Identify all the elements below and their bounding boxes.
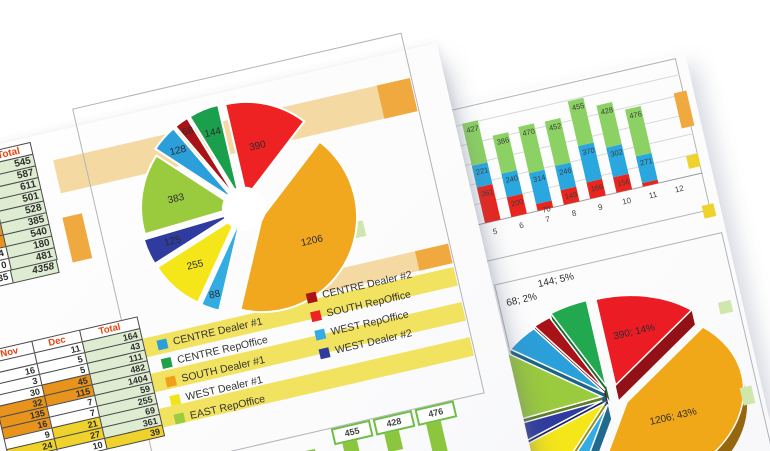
bar-segment-blue — [471, 162, 493, 188]
bar-value-label: 455 — [571, 101, 585, 113]
bar-segment-blue — [501, 170, 523, 198]
x-axis-label: 11 — [648, 190, 659, 201]
bar-value-label: 156 — [616, 177, 630, 189]
bar-value-label: 361 — [480, 187, 494, 199]
pie-data-label: 144 — [203, 126, 222, 141]
pie-slice-1206 — [239, 140, 359, 314]
pie3d-slice-68 — [533, 316, 606, 391]
bar-value-label: 452 — [548, 121, 562, 133]
edge-color-tick — [701, 203, 717, 219]
x-axis-label: 10 — [621, 196, 632, 207]
pie-data-label: 390 — [248, 139, 267, 154]
x-axis-label: 5 — [492, 227, 499, 237]
pie3d-side — [615, 309, 695, 400]
pie-data-label: 1206 — [300, 233, 325, 249]
bar-segment-blue — [606, 144, 629, 178]
nov-dec-total-table: Nov Dec Total 11 164 16 5 43 3 5 111 30 45 482 32 115 14… — [0, 316, 166, 451]
pie3d-slice-390 — [594, 294, 693, 387]
x-axis-label: 7 — [545, 214, 552, 224]
bar-value-label: 149 — [564, 190, 578, 202]
x-axis-label: 12 — [674, 184, 685, 195]
bar-value-label: 428 — [600, 105, 614, 117]
bar-segment-red — [586, 178, 606, 199]
pie-slice-125 — [142, 211, 236, 266]
bar-segment-red — [476, 184, 501, 224]
pie-slice-68 — [173, 116, 238, 200]
bar-segment-red — [612, 173, 633, 193]
x-axis-label: 6 — [518, 221, 525, 231]
bar-segment-green — [596, 101, 622, 148]
pie-data-label: 255 — [186, 258, 205, 273]
bar-value-label: 271 — [639, 156, 653, 168]
pie-slice-144 — [188, 103, 241, 199]
pie-data-label: 88 — [208, 288, 222, 301]
exploded-donut-pie-chart: 390 1206 88 255 125 383 128 68 144 — [140, 100, 359, 314]
bar-value-label: 200 — [510, 197, 524, 209]
bar-segment-red — [536, 200, 554, 212]
pie3d-slice-128 — [509, 327, 605, 394]
bar-segment-red — [642, 179, 659, 187]
legend-swatch — [314, 328, 327, 341]
pie-slice-255 — [155, 213, 240, 304]
pie-slice-383 — [140, 154, 239, 236]
bar-segment-green — [625, 106, 652, 157]
legend-swatch — [305, 291, 318, 304]
bar-segment-blue — [635, 152, 658, 184]
pie3d-slice-88 — [552, 404, 609, 451]
pie-data-label: 128 — [169, 144, 188, 159]
bar-value-label: 166 — [590, 182, 604, 194]
bar-segment-red — [506, 193, 527, 218]
pie3d-data-label: 68; 2% — [505, 291, 538, 309]
monthly-totals-table: Total54558746113501152893857540418004815… — [0, 141, 61, 289]
bar-value-label: 246 — [558, 166, 572, 178]
pie-data-label: 383 — [167, 192, 186, 207]
donut-hole — [221, 186, 266, 231]
pie-slice-88 — [199, 217, 242, 312]
edge-color-tick — [686, 153, 701, 169]
legend-swatch — [169, 393, 182, 406]
pie3d-slice-255 — [501, 401, 607, 451]
bar-value-label: 476 — [628, 109, 642, 121]
pie-slice-128 — [153, 126, 236, 202]
bar-value-label: 70 — [541, 204, 551, 215]
bar-segment-blue — [528, 169, 552, 205]
legend-swatch — [156, 338, 169, 351]
legend-swatch — [318, 347, 331, 360]
legend-swatch — [164, 375, 177, 388]
bar-value-label: 470 — [522, 126, 536, 138]
bar-segment-green — [492, 132, 517, 174]
x-axis-label: 8 — [571, 208, 578, 218]
bar-value-label: 221 — [475, 165, 489, 177]
bar-segment-blue — [578, 142, 603, 183]
bar-segment-green — [518, 123, 545, 174]
pie-data-label: 68 — [181, 125, 195, 138]
bar-value-label: 314 — [532, 173, 546, 185]
bar-segment-green — [567, 97, 594, 147]
x-axis-label: 9 — [597, 202, 604, 212]
legend-swatch — [160, 356, 173, 369]
bar-value-label: 240 — [505, 173, 519, 185]
bar-segment-green — [544, 117, 571, 167]
pie3d-slice-144 — [549, 299, 607, 387]
pie-data-label: 125 — [163, 234, 182, 249]
bar-value-label: 427 — [465, 123, 479, 135]
bar-value-label: 370 — [581, 146, 595, 158]
legend-swatch — [310, 310, 323, 323]
bar-value-label: 302 — [609, 147, 623, 159]
pie-slice-390 — [223, 100, 306, 200]
bar-value-label: 386 — [496, 135, 510, 147]
bar-segment-blue — [554, 162, 577, 191]
legend-swatch — [173, 412, 186, 425]
bar-segment-green — [462, 120, 488, 166]
bar-segment-red — [560, 186, 580, 205]
